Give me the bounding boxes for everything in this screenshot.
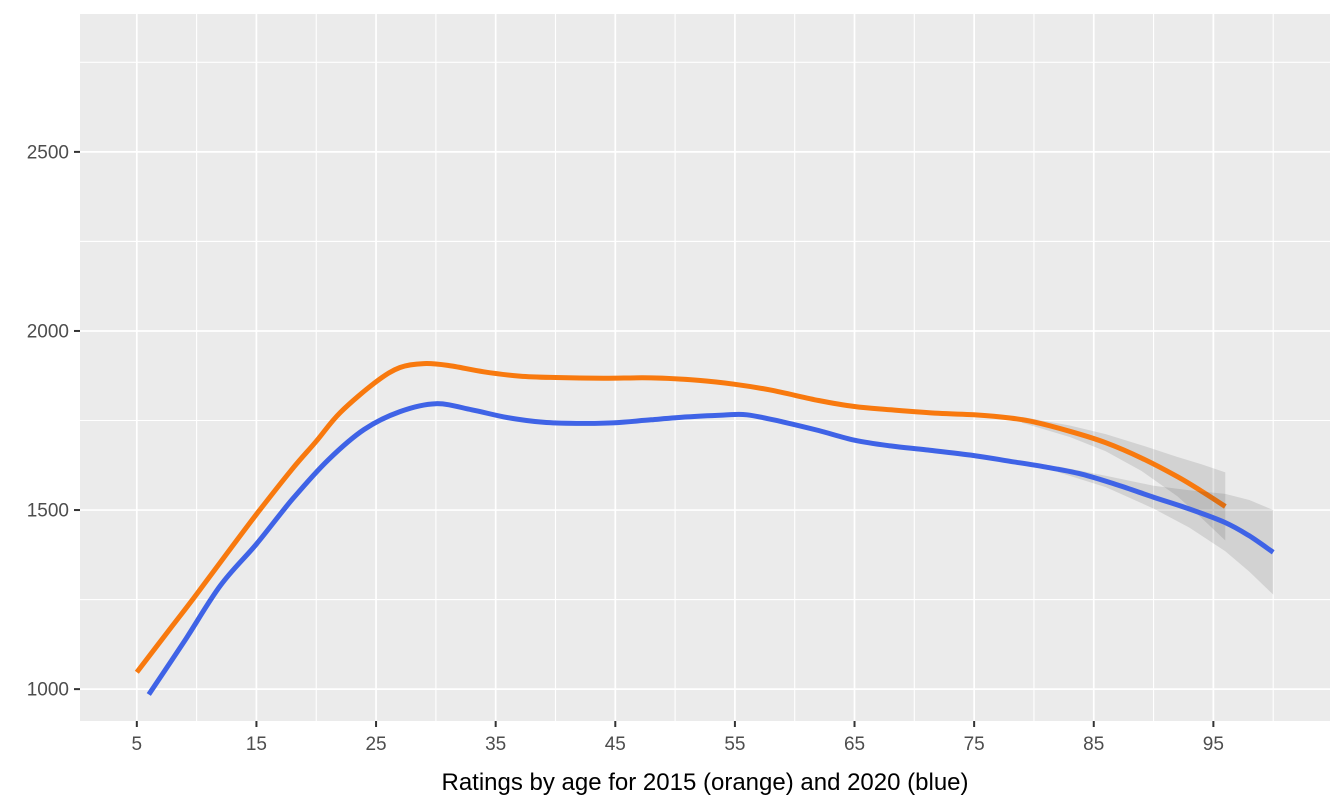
x-tick-label: 15 [246, 734, 267, 755]
x-tick-label: 25 [365, 734, 386, 755]
plot-panel [80, 14, 1330, 721]
x-tick-label: 35 [485, 734, 506, 755]
x-tick-label: 75 [964, 734, 985, 755]
trend-line-2020 [146, 401, 1275, 696]
major-gridlines [80, 14, 1330, 721]
x-tick-label: 5 [132, 734, 143, 755]
x-tick-label: 65 [844, 734, 865, 755]
y-tick-label: 1000 [27, 680, 69, 701]
x-tick-label: 55 [724, 734, 745, 755]
x-axis-title: Ratings by age for 2015 (orange) and 202… [441, 769, 968, 796]
y-tick-label: 1500 [27, 501, 69, 522]
ci-ribbon-2020 [1057, 466, 1274, 595]
y-tick-label: 2500 [27, 142, 69, 163]
x-tick-label: 95 [1203, 734, 1224, 755]
x-tick-label: 85 [1083, 734, 1104, 755]
y-axis: 1000 1500 2000 2500 [27, 142, 80, 701]
trend-line-2015 [134, 361, 1227, 674]
smooth-lines [134, 361, 1275, 696]
x-tick-label: 45 [605, 734, 626, 755]
x-axis: 5 15 25 35 45 55 65 75 85 95 [132, 721, 1224, 755]
y-tick-label: 2000 [27, 321, 69, 342]
minor-gridlines [80, 14, 1330, 721]
